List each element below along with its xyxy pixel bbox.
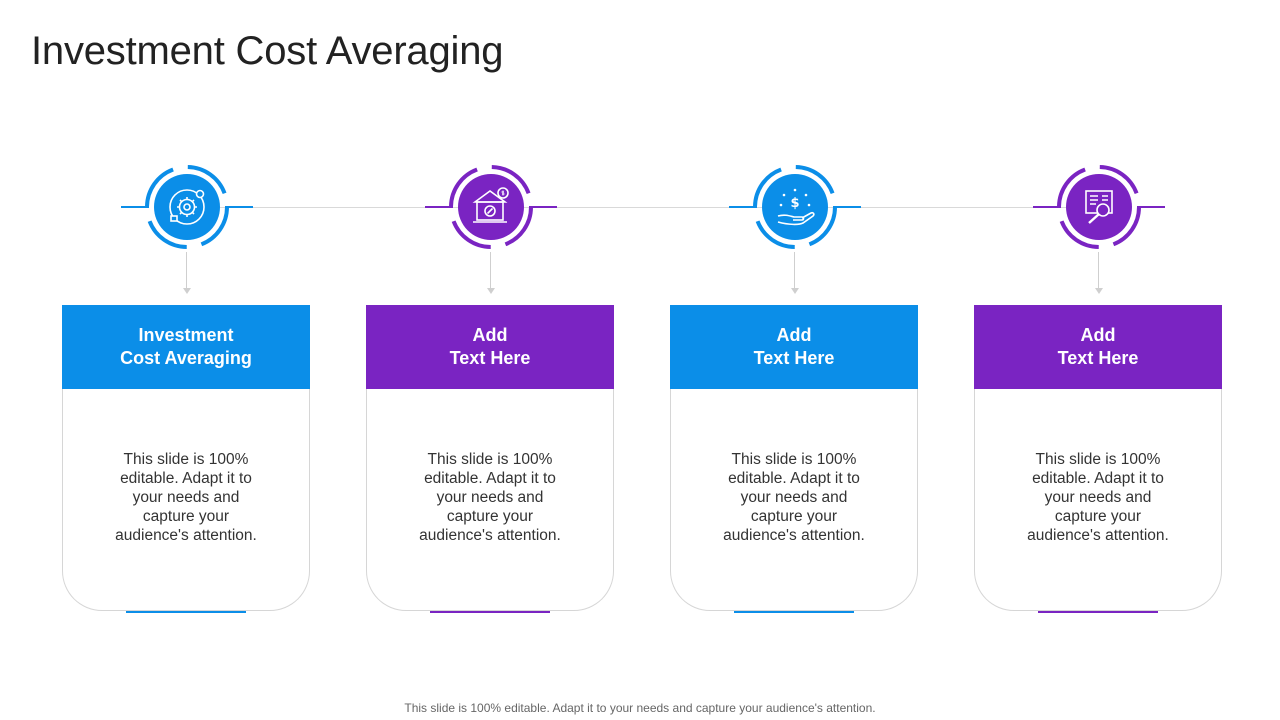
step-1-body-line: editable. Adapt it to <box>120 470 252 487</box>
step-4-body-line: audience's attention. <box>1027 527 1169 544</box>
step-2-heading: Add Text Here <box>366 305 614 389</box>
bank-percent-icon <box>472 187 509 223</box>
timeline-line <box>186 207 1098 208</box>
step-4-body-line: This slide is 100% <box>1035 451 1161 468</box>
step-3: $ Add Text Here This slide is 100% edita… <box>670 160 920 614</box>
step-1-heading-line-2: Cost Averaging <box>120 348 252 368</box>
step-2: Add Text Here This slide is 100% editabl… <box>366 160 616 614</box>
step-4-body: This slide is 100% editable. Adapt it to… <box>1014 450 1182 545</box>
step-4-heading: Add Text Here <box>974 305 1222 389</box>
step-2-body: This slide is 100% editable. Adapt it to… <box>406 450 574 545</box>
step-2-body-line: audience's attention. <box>419 527 561 544</box>
step-3-body-line: audience's attention. <box>723 527 865 544</box>
step-3-connector <box>794 252 795 290</box>
step-3-icon-badge: $ <box>727 160 863 256</box>
step-4-heading-line-1: Add <box>1080 325 1116 345</box>
step-2-heading-line-1: Add <box>472 325 508 345</box>
step-3-accent-bar <box>734 611 854 613</box>
step-1-body: This slide is 100% editable. Adapt it to… <box>102 450 270 545</box>
step-2-heading-line-2: Text Here <box>449 348 531 368</box>
step-3-heading-line-1: Add <box>776 325 812 345</box>
footer-note: This slide is 100% editable. Adapt it to… <box>404 701 876 715</box>
step-3-body-line: your needs and <box>740 489 848 506</box>
step-3-body: This slide is 100% editable. Adapt it to… <box>710 450 878 545</box>
step-3-body-line: capture your <box>750 508 838 525</box>
step-4-icon-badge <box>1031 160 1167 256</box>
step-1-icon-badge <box>119 160 255 256</box>
step-1-heading: Investment Cost Averaging <box>62 305 310 389</box>
step-2-body-line: capture your <box>446 508 534 525</box>
step-1-body-line: your needs and <box>132 489 240 506</box>
step-2-accent-bar <box>430 611 550 613</box>
step-4-accent-bar <box>1038 611 1158 613</box>
step-3-heading-line-2: Text Here <box>753 348 835 368</box>
step-3-arrow-icon <box>791 288 799 294</box>
step-4-body-line: capture your <box>1054 508 1142 525</box>
svg-text:$: $ <box>790 196 799 211</box>
step-2-arrow-icon <box>487 288 495 294</box>
step-2-body-line: your needs and <box>436 489 544 506</box>
step-2-connector <box>490 252 491 290</box>
step-3-body-line: editable. Adapt it to <box>728 470 860 487</box>
step-4-connector <box>1098 252 1099 290</box>
step-1-body-line: This slide is 100% <box>123 451 249 468</box>
step-1: Investment Cost Averaging This slide is … <box>62 160 312 614</box>
step-2-icon-badge <box>423 160 559 256</box>
step-4-body-line: your needs and <box>1044 489 1152 506</box>
step-4-arrow-icon <box>1095 288 1103 294</box>
step-1-heading-line-1: Investment <box>138 325 234 345</box>
step-1-connector <box>186 252 187 290</box>
step-3-heading: Add Text Here <box>670 305 918 389</box>
step-1-accent-bar <box>126 611 246 613</box>
step-1-body-line: audience's attention. <box>115 527 257 544</box>
step-4-heading-line-2: Text Here <box>1057 348 1139 368</box>
step-3-body-line: This slide is 100% <box>731 451 857 468</box>
gear-cycle-icon <box>169 189 205 225</box>
step-4-body-line: editable. Adapt it to <box>1032 470 1164 487</box>
report-magnifier-icon <box>1085 190 1113 224</box>
page-title: Investment Cost Averaging <box>31 29 504 73</box>
step-1-body-line: capture your <box>142 508 230 525</box>
step-1-arrow-icon <box>183 288 191 294</box>
step-4: Add Text Here This slide is 100% editabl… <box>974 160 1224 614</box>
step-2-body-line: This slide is 100% <box>427 451 553 468</box>
step-2-body-line: editable. Adapt it to <box>424 470 556 487</box>
hand-dollar-icon: $ <box>777 188 815 226</box>
